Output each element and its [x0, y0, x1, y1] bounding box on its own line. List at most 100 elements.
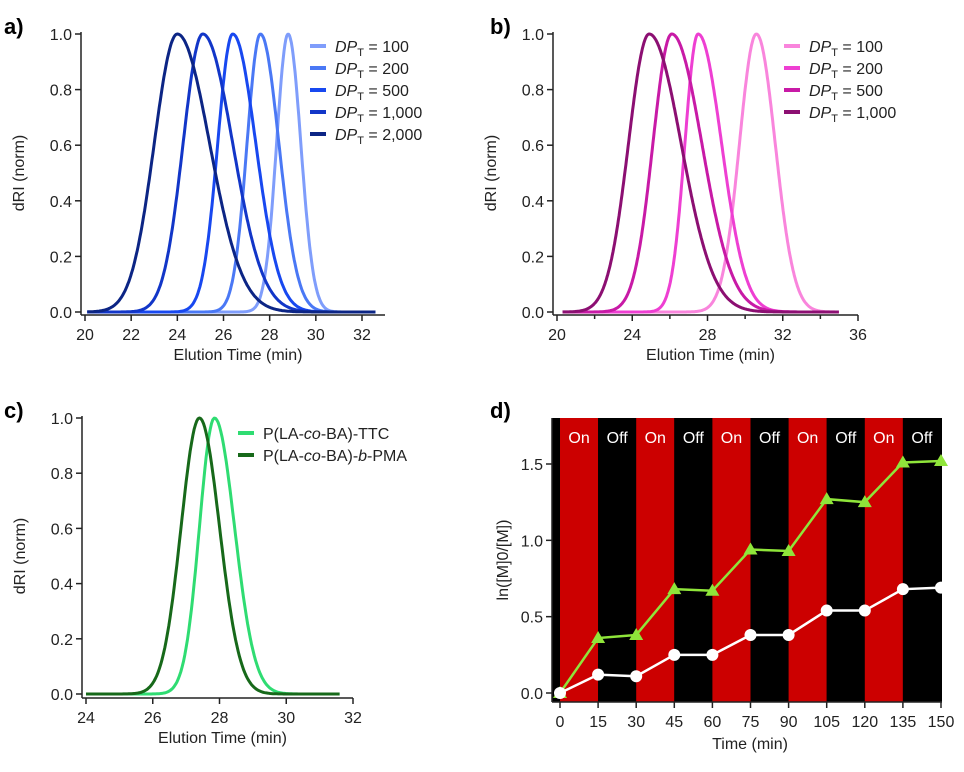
x-tick-label: 20	[76, 327, 94, 344]
band-on	[788, 418, 827, 702]
legend-label-text: -BA)-TTC	[321, 426, 389, 443]
y-tick-label: 0.6	[50, 138, 72, 155]
x-tick-label: 20	[548, 327, 566, 344]
data-point-triangle	[705, 583, 720, 596]
panel-b: b) 0.0 0.2 0.4 0.6 0.8 1.0 20 24 28 32 36 Elution Ti…	[483, 14, 896, 364]
x-tick-label: 32	[774, 327, 792, 344]
legend-label-subscript: T	[831, 69, 838, 81]
x-tick-label: 30	[277, 710, 295, 727]
x-axis-label: Elution Time (min)	[646, 347, 775, 364]
y-axis-label: dRI (norm)	[11, 135, 28, 211]
legend-label-subscript: T	[357, 91, 364, 103]
legend-label-text: = 200	[838, 61, 883, 78]
x-tick-label: 45	[665, 714, 683, 731]
y-tick-label: 0.6	[51, 521, 73, 538]
band-label: On	[797, 430, 818, 447]
y-tick-label: 0.8	[51, 466, 73, 483]
series-line	[86, 32, 376, 314]
band-on	[636, 418, 675, 702]
band-off	[674, 418, 713, 702]
legend-label-italic: DP	[335, 105, 358, 122]
band-off	[750, 418, 789, 702]
legend-label-subscript: T	[357, 135, 364, 147]
data-point-circle	[592, 668, 605, 681]
legend-label-text: = 100	[838, 39, 883, 56]
legend-label-subscript: T	[357, 47, 364, 59]
data-point-circle	[668, 648, 681, 661]
x-tick-label: 32	[344, 710, 362, 727]
legend-label-italic: DP	[335, 83, 358, 100]
y-tick-label: 0.8	[50, 83, 72, 100]
data-point-triangle	[629, 627, 644, 640]
data-point-triangle	[743, 542, 758, 555]
y-tick-label: 0.4	[522, 194, 544, 211]
x-tick-label: 135	[890, 714, 917, 731]
legend-label-italic: DP	[809, 105, 832, 122]
band-on	[560, 418, 599, 702]
data-point-circle	[820, 604, 833, 617]
x-tick-label: 75	[742, 714, 760, 731]
data-point-triangle	[857, 495, 872, 508]
series-line	[561, 32, 840, 314]
data-point-triangle	[934, 453, 948, 466]
series-line	[86, 32, 376, 314]
x-tick-label: 24	[168, 327, 186, 344]
legend-label-text: = 2,000	[364, 127, 422, 144]
legend-label-text: = 200	[364, 61, 409, 78]
y-axis-label: dRI (norm)	[12, 518, 29, 594]
x-tick-label: 26	[144, 710, 162, 727]
legend-label-text: = 500	[838, 83, 883, 100]
x-tick-label: 0	[556, 714, 565, 731]
legend-label: DPT = 2,000	[335, 127, 422, 147]
legend-label-text: P(LA-	[263, 448, 304, 465]
legend-label-text: = 1,000	[838, 105, 896, 122]
x-axis-label: Time (min)	[712, 736, 788, 753]
y-tick-label: 0.0	[51, 687, 73, 704]
legend-label-text: = 100	[364, 39, 409, 56]
y-tick-label: 0.0	[521, 686, 543, 703]
series-line	[86, 32, 376, 314]
legend-label-italic: DP	[809, 61, 832, 78]
x-axis-label: Elution Time (min)	[174, 347, 303, 364]
data-point-circle	[744, 628, 757, 641]
band-label: On	[645, 430, 666, 447]
data-point-triangle	[591, 631, 606, 644]
data-point-circle	[896, 583, 909, 596]
panel-label: d)	[490, 398, 511, 423]
legend-label-subscript: T	[831, 47, 838, 59]
legend-label-italic: b	[358, 448, 367, 465]
data-point-circle	[858, 604, 871, 617]
band-label: Off	[683, 430, 705, 447]
y-tick-label: 1.0	[51, 411, 73, 428]
legend-label-text: = 500	[364, 83, 409, 100]
legend-label: DPT = 200	[809, 61, 883, 81]
y-tick-label: 0.8	[522, 83, 544, 100]
panel-label: c)	[4, 398, 24, 423]
legend-label: DPT = 500	[809, 83, 883, 103]
legend-label-italic: co	[304, 448, 321, 465]
y-tick-label: 0.0	[522, 305, 544, 322]
band-label: Off	[607, 430, 629, 447]
data-point-circle	[935, 581, 947, 594]
legend-label-subscript: T	[357, 69, 364, 81]
legend-label: DPT = 100	[809, 39, 883, 59]
legend-label-italic: DP	[809, 39, 832, 56]
legend-label-italic: DP	[335, 127, 358, 144]
data-point-circle	[554, 687, 566, 699]
y-tick-label: 0.2	[522, 249, 544, 266]
y-tick-label: 0.0	[50, 305, 72, 322]
y-tick-label: 0.2	[51, 632, 73, 649]
legend-label: P(LA-co-BA)-b-PMA	[263, 448, 407, 465]
y-tick-label: 0.4	[51, 577, 73, 594]
data-point-circle	[706, 648, 719, 661]
legend-label-italic: co	[304, 426, 321, 443]
x-tick-label: 22	[122, 327, 140, 344]
band-on	[864, 418, 903, 702]
band-off	[826, 418, 865, 702]
y-tick-label: 1.5	[521, 457, 543, 474]
x-tick-label: 120	[851, 714, 878, 731]
legend-label: DPT = 200	[335, 61, 409, 81]
legend-label-text: P(LA-	[263, 426, 304, 443]
